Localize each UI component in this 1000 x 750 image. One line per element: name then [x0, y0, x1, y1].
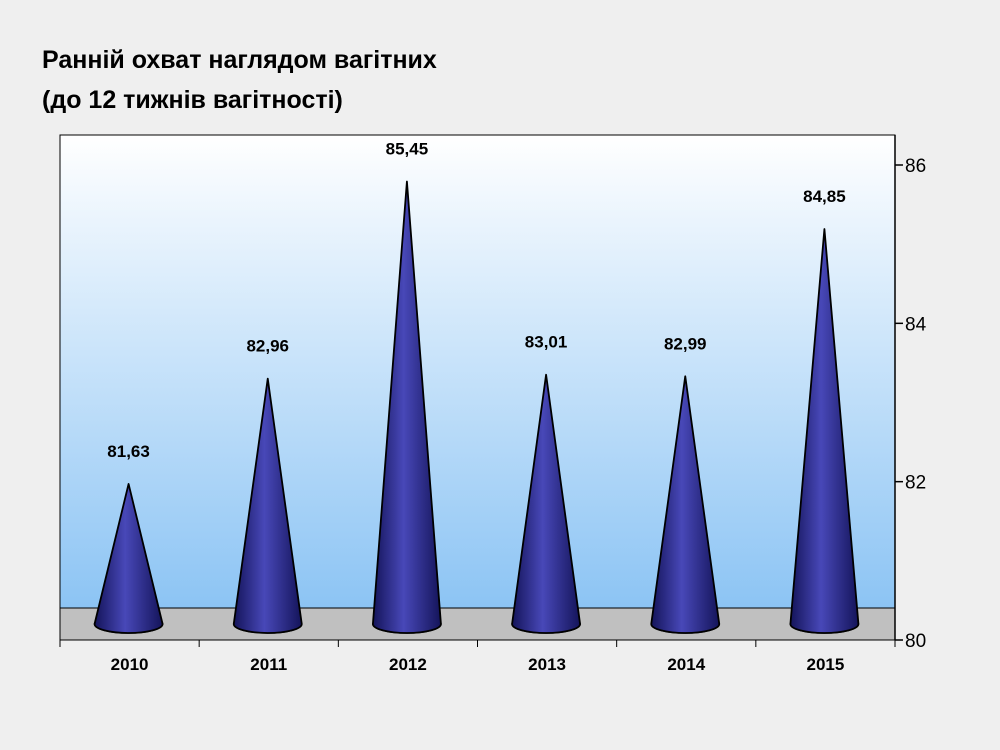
- data-label: 82,99: [664, 334, 707, 353]
- y-tick-label: 86: [905, 156, 926, 177]
- cone-bar-2010: [93, 483, 164, 634]
- back-wall: [59, 134, 896, 609]
- chart-title: Ранній охват наглядом вагітних (до 12 ти…: [42, 40, 437, 120]
- cone-bar-2013: [511, 373, 581, 634]
- x-tick-label: 2011: [250, 655, 287, 674]
- data-label: 85,45: [386, 140, 429, 159]
- chart-title-line2: (до 12 тижнів вагітності): [42, 86, 343, 114]
- y-tick-label: 84: [905, 314, 927, 335]
- cone-bar-2011: [232, 377, 303, 634]
- data-label: 83,01: [525, 333, 568, 352]
- y-tick-label: 80: [905, 631, 926, 652]
- x-tick-label: 2010: [111, 655, 149, 674]
- x-tick-label: 2012: [389, 655, 427, 674]
- cone-bar-2014: [650, 375, 721, 634]
- cone-bar-2015: [789, 228, 860, 634]
- chart-title-line1: Ранній охват наглядом вагітних: [42, 46, 437, 74]
- cone-bar-2012: [372, 180, 442, 634]
- data-label: 81,63: [107, 442, 150, 461]
- floor: [59, 607, 896, 641]
- x-tick-label: 2014: [667, 655, 705, 674]
- x-tick-label: 2015: [807, 655, 845, 674]
- data-label: 82,96: [246, 337, 289, 356]
- x-tick-label: 2013: [528, 655, 566, 674]
- data-label: 84,85: [803, 187, 846, 206]
- y-tick-label: 82: [905, 473, 926, 494]
